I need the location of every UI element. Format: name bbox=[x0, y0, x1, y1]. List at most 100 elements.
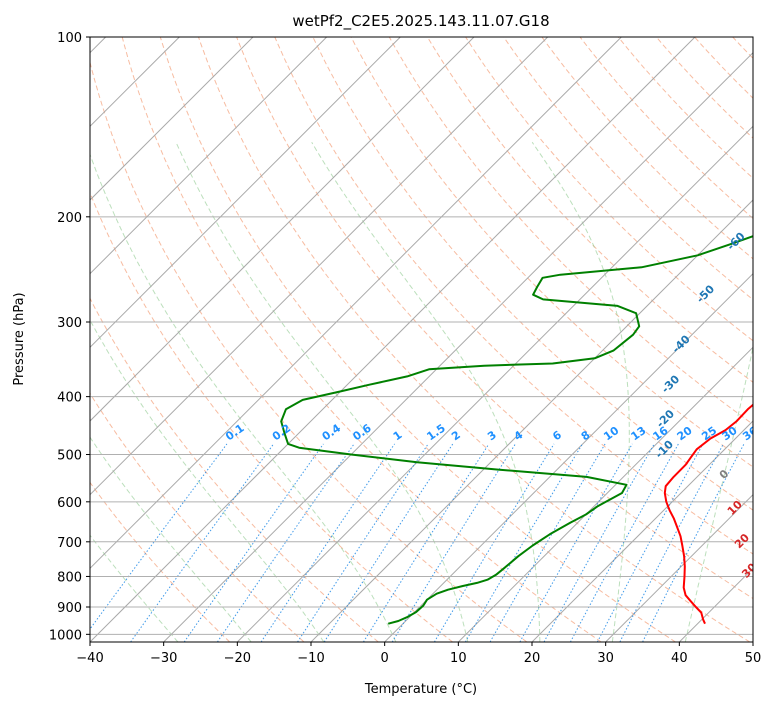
mixing-ratio-label: 0.6 bbox=[350, 421, 374, 443]
mixing-ratio-line bbox=[362, 443, 490, 642]
height-label: -70 bbox=[758, 178, 775, 201]
mixing-ratio-label: 3 bbox=[485, 428, 499, 443]
isotherm bbox=[605, 493, 753, 642]
y-axis: 100 200 300 400 500 600 700 800 900 1000 bbox=[49, 31, 90, 643]
y-tick-label: 200 bbox=[57, 211, 82, 226]
y-tick-label: 300 bbox=[57, 316, 82, 331]
isotherm bbox=[531, 420, 753, 642]
isotherm bbox=[90, 37, 622, 570]
dry-adiabat bbox=[90, 392, 305, 642]
x-tick-label: −30 bbox=[150, 651, 177, 666]
y-tick-label: 1000 bbox=[49, 628, 82, 643]
mixing-ratio-line bbox=[260, 443, 396, 642]
dry-adiabat bbox=[90, 481, 231, 642]
moist-adiabat bbox=[684, 345, 753, 642]
isotherm bbox=[90, 37, 696, 642]
mixing-ratio-label: 4 bbox=[512, 428, 526, 443]
mixing-ratio-line bbox=[569, 443, 679, 642]
mixing-ratio-line bbox=[90, 443, 228, 630]
isotherm bbox=[752, 641, 753, 642]
x-tick-label: 40 bbox=[671, 651, 688, 666]
mixing-ratio-label: 36 bbox=[740, 424, 760, 444]
x-tick-label: 30 bbox=[597, 651, 614, 666]
mixing-ratio-label: 13 bbox=[629, 424, 649, 443]
pressure-grid bbox=[90, 37, 753, 635]
dry-adiabat bbox=[350, 37, 753, 468]
y-axis-label: Pressure (hPa) bbox=[12, 292, 27, 385]
dry-adiabat bbox=[198, 37, 751, 642]
mixing-ratio-label: 2 bbox=[449, 428, 463, 443]
mixing-ratio-line bbox=[216, 443, 355, 642]
y-tick-label: 400 bbox=[57, 391, 82, 406]
dry-adiabat bbox=[312, 37, 753, 511]
mixing-ratio-line bbox=[464, 443, 583, 642]
x-tick-label: −40 bbox=[76, 651, 103, 666]
mixing-ratio-label: 0.4 bbox=[320, 421, 344, 443]
mixing-ratio-line bbox=[619, 443, 724, 642]
mixing-ratio-line bbox=[543, 443, 655, 642]
isotherm bbox=[90, 37, 475, 422]
mixing-ratio-line bbox=[489, 443, 606, 642]
profile-series bbox=[280, 235, 753, 625]
x-tick-label: 10 bbox=[450, 651, 467, 666]
isotherm bbox=[163, 51, 753, 642]
isotherm bbox=[384, 272, 753, 642]
mixing-ratio-line bbox=[183, 443, 324, 642]
isotherm bbox=[678, 567, 753, 642]
dry-adiabat bbox=[503, 37, 753, 301]
moist-adiabat bbox=[311, 141, 541, 642]
moist-adiabat bbox=[90, 534, 179, 642]
x-axis: −40 −30 −20 −10 0 10 20 30 40 50 bbox=[76, 642, 761, 666]
dry-adiabat bbox=[90, 60, 528, 642]
dry-adiabat bbox=[617, 37, 753, 179]
mixing-ratio-label: 6 bbox=[550, 428, 564, 443]
dry-adiabat bbox=[732, 37, 753, 59]
dry-adiabat bbox=[236, 37, 753, 600]
dewpoint-line bbox=[280, 235, 753, 625]
isotherm-label: 30 bbox=[739, 560, 759, 580]
dry-adiabat bbox=[388, 37, 753, 425]
dry-adiabat bbox=[274, 37, 753, 555]
dry-adiabat bbox=[656, 37, 753, 139]
y-tick-label: 900 bbox=[57, 601, 82, 616]
x-tick-label: 20 bbox=[524, 651, 541, 666]
mixing-ratio-line bbox=[596, 443, 704, 642]
dry-adiabat bbox=[541, 37, 753, 260]
dry-adiabat bbox=[694, 37, 753, 99]
x-axis-label: Temperature (°C) bbox=[364, 682, 477, 697]
x-tick-label: −10 bbox=[297, 651, 324, 666]
height-label: -50 bbox=[694, 282, 717, 305]
mixing-ratio-label: 0.2 bbox=[270, 422, 293, 444]
y-tick-label: 600 bbox=[57, 496, 82, 511]
x-tick-label: −20 bbox=[224, 651, 251, 666]
temperature-line bbox=[663, 403, 753, 625]
mixing-ratio-line bbox=[130, 443, 275, 642]
height-label: -40 bbox=[670, 332, 693, 355]
mixing-ratio-line bbox=[642, 443, 745, 642]
mixing-ratio-line bbox=[323, 443, 454, 642]
isotherm-label: 0 bbox=[717, 467, 732, 482]
dry-adiabat bbox=[121, 37, 602, 642]
dry-adiabat bbox=[426, 37, 753, 383]
isotherm-label: 10 bbox=[725, 498, 745, 518]
moist-adiabat bbox=[90, 319, 325, 642]
mixing-ratio-line bbox=[519, 443, 633, 642]
mixing-ratio-label: 20 bbox=[675, 424, 695, 444]
isotherm bbox=[236, 125, 753, 642]
mixing-ratio-label: 10 bbox=[601, 424, 621, 444]
isotherm bbox=[90, 37, 328, 275]
y-tick-label: 500 bbox=[57, 449, 82, 464]
mixing-ratio-line bbox=[297, 443, 429, 642]
dry-adiabat bbox=[771, 37, 775, 642]
x-tick-label: 50 bbox=[745, 651, 762, 666]
y-tick-label: 100 bbox=[57, 31, 82, 46]
dry-adiabat bbox=[465, 37, 753, 342]
isotherm-label: 20 bbox=[732, 531, 752, 551]
line-annotations: 0.10.20.40.611.52346810131620253036-100-… bbox=[223, 178, 775, 614]
height-label: -60 bbox=[724, 230, 747, 253]
isotherm bbox=[90, 37, 254, 201]
height-label: -30 bbox=[659, 372, 682, 395]
x-tick-label: 0 bbox=[381, 651, 389, 666]
y-tick-label: 800 bbox=[57, 570, 82, 585]
